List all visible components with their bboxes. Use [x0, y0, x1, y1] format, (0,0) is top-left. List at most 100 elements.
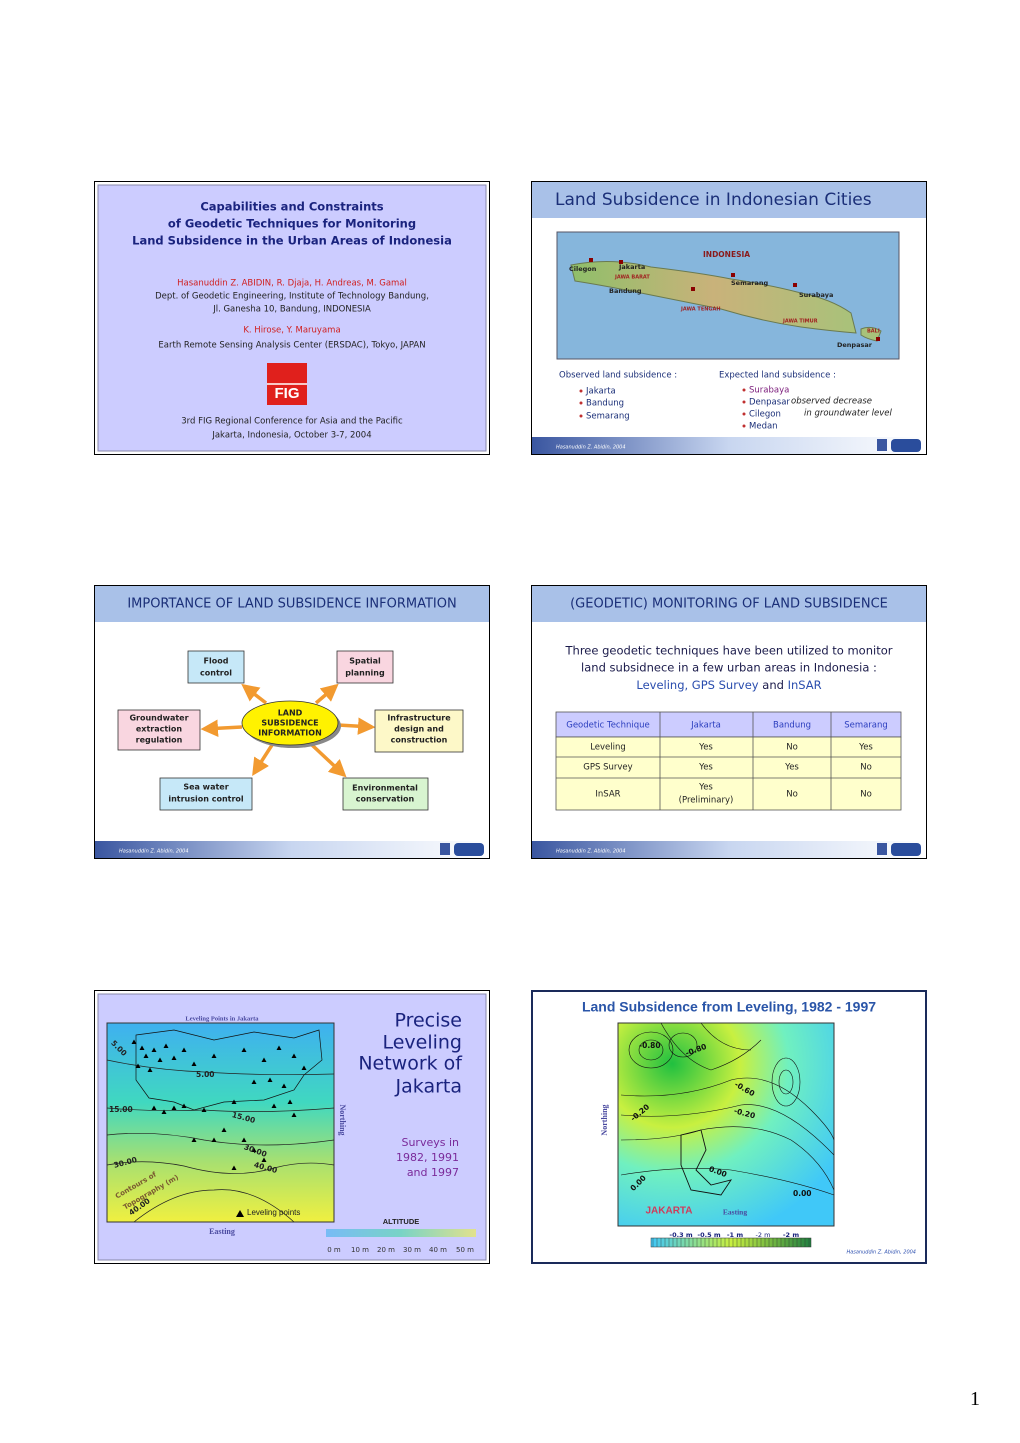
decoration: [793, 283, 797, 287]
map-label: BALI: [867, 329, 880, 335]
slide-heading: (GEODETIC) MONITORING OF LAND SUBSIDENCE: [570, 597, 888, 612]
decoration: -0.3 m -0.5 m -1 m -2 m -2 m: [669, 1231, 799, 1239]
decoration: Geodetic Technique Jakarta Bandung Semar…: [566, 721, 888, 806]
leveling-point: [211, 1137, 217, 1142]
conference: 3rd FIG Regional Conference for Asia and…: [181, 417, 403, 427]
scale-label: 30 m: [403, 1246, 421, 1254]
scale-label: 0 m: [327, 1246, 341, 1254]
leveling-point: [181, 1047, 187, 1052]
table-cell: GPS Survey: [583, 763, 632, 773]
decoration: [117, 650, 464, 811]
contours: [620, 1022, 835, 1196]
box-text: construction: [391, 736, 448, 745]
decoration: [241, 683, 268, 705]
logo-mark: [877, 439, 921, 452]
leveling-point: [261, 1057, 267, 1062]
leveling-point: [211, 1053, 217, 1058]
center-text: INFORMATION: [258, 729, 322, 738]
decoration: [135, 1029, 323, 1111]
list-heading: Observed land subsidence :: [559, 371, 677, 381]
box-text: design and: [394, 725, 444, 734]
table-cell: (Preliminary): [679, 796, 734, 806]
leveling-point: [291, 1112, 297, 1117]
table-header: Semarang: [844, 721, 888, 731]
slide-title: Capabilities and Constraints of Geodetic…: [94, 181, 490, 455]
decoration: [778, 1069, 794, 1095]
box-text: Flood: [204, 657, 229, 666]
list-item: Surabaya: [749, 386, 789, 396]
box-text: regulation: [136, 736, 183, 745]
decoration: [891, 843, 921, 856]
decoration: 0 m 10 m 20 m 30 m 40 m 50 m: [327, 1246, 474, 1254]
box: [342, 777, 429, 811]
map-label: JAWA TENGAH: [680, 307, 721, 313]
box-text: Sea water: [183, 783, 228, 792]
decoration: [638, 1039, 664, 1061]
slide-heading: Land Subsidence from Leveling, 1982 - 19…: [582, 999, 876, 1015]
decoration: LAND SUBSIDENCE INFORMATION Flood contro…: [129, 657, 451, 804]
scale-ticks: [652, 1238, 810, 1247]
table-cell: No: [786, 743, 798, 753]
axis-label: Northing: [600, 1104, 609, 1135]
leveling-point: [131, 1039, 137, 1044]
footer-bar: [532, 437, 926, 454]
decoration: Hasanuddin Z. ABIDIN, R. Djaja, H. Andre…: [155, 279, 429, 351]
decoration: [314, 683, 339, 705]
decoration: [106, 1133, 335, 1146]
footer: Hasanuddin Z. Abidin, 2004: [556, 445, 626, 451]
co-affiliation: Earth Remote Sensing Analysis Center (ER…: [158, 341, 425, 351]
box-text: Infrastructure: [387, 714, 451, 723]
logo-mark: [440, 843, 484, 856]
leveling-point: [171, 1105, 177, 1110]
slide-importance: IMPORTANCE OF LAND SUBSIDENCE INFORMATIO…: [94, 585, 490, 859]
box-text: intrusion control: [168, 795, 244, 804]
slide-heading: Leveling: [382, 1032, 462, 1054]
affiliation: Dept. of Geodetic Engineering, Institute…: [155, 292, 429, 302]
decoration: [742, 412, 746, 416]
altitude-bar: [326, 1229, 476, 1237]
leveling-point: [291, 1053, 297, 1058]
leveling-point: [151, 1105, 157, 1110]
footer-bar: [95, 841, 489, 858]
note: in groundwater level: [804, 409, 892, 419]
decoration: [579, 401, 583, 405]
leveling-point: [267, 1077, 273, 1082]
decoration: [454, 843, 484, 856]
box: [117, 709, 201, 751]
list-item: Bandung: [586, 399, 624, 409]
scale-label: -2 m: [783, 1231, 799, 1239]
slide-leveling-network: Leveling Points in Jakarta 5.00 5.00 15.…: [94, 990, 490, 1264]
decoration: Leveling Yes No Yes GPS Survey Yes Yes N…: [583, 743, 873, 806]
footer: Hasanuddin Z. Abidin, 2004: [846, 1250, 916, 1256]
table-cell: Yes: [698, 743, 713, 753]
table-cell: No: [860, 763, 872, 773]
leveling-point: [261, 1157, 267, 1162]
city-markers: [589, 258, 880, 341]
map: [106, 1022, 335, 1223]
surveys: and 1997: [407, 1166, 459, 1179]
technique: InSAR: [788, 678, 822, 692]
decoration: [771, 1057, 801, 1107]
decoration: INDONESIA Cilegon Jakarta JAWA BARAT Ban…: [569, 250, 880, 349]
surveys: Surveys in: [401, 1136, 459, 1149]
table-header: Jakarta: [690, 721, 721, 731]
slide-cities: Land Subsidence in Indonesian Cities IND…: [531, 181, 927, 455]
decoration: [691, 287, 695, 291]
intro: Three geodetic techniques have been util…: [565, 644, 893, 658]
leveling-points: [131, 1039, 307, 1170]
decoration: [628, 1031, 674, 1069]
list-heading: Expected land subsidence :: [719, 371, 836, 381]
decoration: [877, 439, 887, 451]
intro: land subsidnece in a few urban areas in …: [581, 661, 877, 675]
decoration: [891, 439, 921, 452]
slide-heading: IMPORTANCE OF LAND SUBSIDENCE INFORMATIO…: [127, 597, 456, 612]
decoration: [440, 843, 450, 855]
decoration: [200, 719, 243, 738]
leveling-point: [276, 1045, 282, 1050]
center-text: SUBSIDENCE: [261, 719, 318, 728]
box-text: conservation: [356, 795, 415, 804]
leveling-point: [251, 1079, 257, 1084]
leveling-point: [231, 1099, 237, 1104]
map-label: Jakarta: [618, 263, 645, 271]
